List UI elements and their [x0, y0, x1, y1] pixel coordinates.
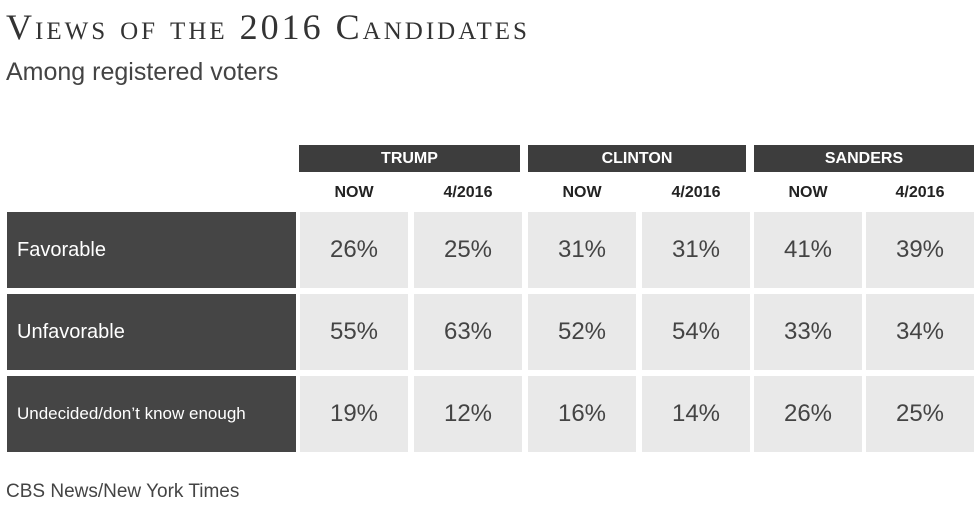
- cell-unfavorable-sanders-4-2016: 34%: [866, 294, 974, 370]
- column-header-sanders-now: NOW: [788, 184, 828, 201]
- row-label-unfavorable: Unfavorable: [7, 294, 296, 370]
- cell-favorable-sanders-4-2016: 39%: [866, 212, 974, 288]
- column-header-clinton-now: NOW: [562, 184, 602, 201]
- chart-subtitle: Among registered voters: [6, 58, 279, 86]
- cell-undecided-clinton-now: 16%: [528, 376, 636, 452]
- row-label-favorable: Favorable: [7, 212, 296, 288]
- cell-favorable-trump-now: 26%: [300, 212, 408, 288]
- cell-favorable-clinton-now: 31%: [528, 212, 636, 288]
- row-label-undecided: Undecided/don’t know enough: [7, 376, 296, 452]
- column-header-trump-4-2016: 4/2016: [443, 184, 493, 201]
- column-header-clinton-4-2016: 4/2016: [671, 184, 721, 201]
- cell-unfavorable-clinton-4-2016: 54%: [642, 294, 750, 370]
- chart-title: Views of the 2016 Candidates: [6, 7, 530, 47]
- cell-undecided-trump-now: 19%: [300, 376, 408, 452]
- cell-unfavorable-trump-now: 55%: [300, 294, 408, 370]
- cell-favorable-trump-4-2016: 25%: [414, 212, 522, 288]
- cell-unfavorable-sanders-now: 33%: [754, 294, 862, 370]
- cell-unfavorable-trump-4-2016: 63%: [414, 294, 522, 370]
- column-header-sanders-4-2016: 4/2016: [895, 184, 945, 201]
- candidate-header-sanders: SANDERS: [754, 145, 974, 172]
- cell-favorable-sanders-now: 41%: [754, 212, 862, 288]
- candidate-header-trump: TRUMP: [299, 145, 520, 172]
- cell-undecided-sanders-now: 26%: [754, 376, 862, 452]
- cell-unfavorable-clinton-now: 52%: [528, 294, 636, 370]
- cell-undecided-clinton-4-2016: 14%: [642, 376, 750, 452]
- cell-undecided-sanders-4-2016: 25%: [866, 376, 974, 452]
- candidate-header-clinton: CLINTON: [528, 145, 746, 172]
- source-note: CBS News/New York Times: [6, 481, 240, 502]
- cell-undecided-trump-4-2016: 12%: [414, 376, 522, 452]
- column-header-trump-now: NOW: [334, 184, 374, 201]
- cell-favorable-clinton-4-2016: 31%: [642, 212, 750, 288]
